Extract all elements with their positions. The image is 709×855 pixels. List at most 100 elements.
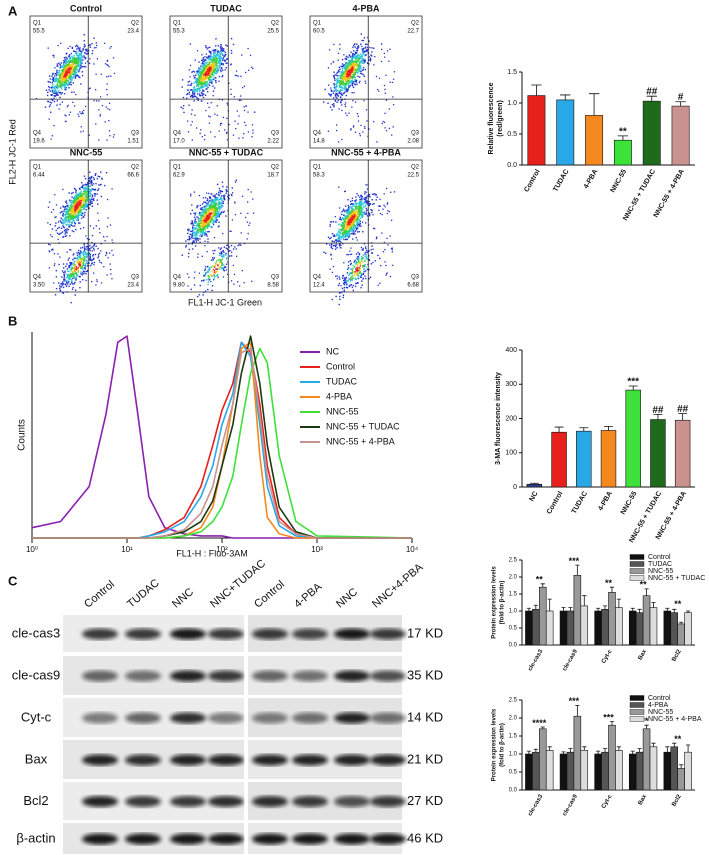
dot bbox=[75, 195, 77, 197]
dot bbox=[86, 48, 88, 51]
dot bbox=[94, 195, 96, 197]
dot bbox=[206, 84, 209, 86]
dot bbox=[76, 205, 79, 208]
dot bbox=[351, 81, 353, 83]
dot bbox=[360, 246, 363, 249]
dot bbox=[215, 268, 218, 270]
dot bbox=[341, 68, 344, 70]
dot bbox=[346, 254, 348, 256]
dot bbox=[83, 109, 85, 112]
dot bbox=[345, 80, 347, 82]
dot bbox=[220, 49, 222, 52]
dot bbox=[206, 216, 209, 219]
dot bbox=[90, 188, 92, 190]
dot bbox=[77, 200, 79, 203]
dot bbox=[247, 131, 250, 133]
dot bbox=[53, 54, 55, 57]
dot bbox=[63, 274, 65, 276]
dot bbox=[341, 73, 344, 75]
dot bbox=[79, 192, 81, 194]
dot bbox=[192, 222, 194, 225]
dot bbox=[60, 42, 62, 45]
dot bbox=[207, 198, 209, 200]
dot bbox=[83, 203, 85, 205]
dot bbox=[358, 58, 360, 61]
dot bbox=[203, 138, 206, 141]
dot bbox=[358, 208, 360, 210]
dot bbox=[327, 130, 330, 132]
dot bbox=[85, 198, 87, 201]
dot bbox=[350, 80, 352, 82]
dot bbox=[66, 205, 68, 207]
dot bbox=[193, 82, 195, 84]
dot bbox=[94, 89, 97, 91]
dot bbox=[329, 94, 331, 96]
dot bbox=[238, 137, 240, 139]
dot bbox=[200, 77, 202, 79]
dot bbox=[70, 201, 73, 204]
dot bbox=[86, 265, 89, 267]
dot bbox=[181, 254, 184, 256]
dot bbox=[64, 272, 66, 274]
dot bbox=[71, 204, 73, 207]
dot bbox=[350, 200, 352, 203]
dot bbox=[191, 91, 194, 93]
dot bbox=[49, 104, 52, 106]
dot bbox=[58, 75, 61, 78]
dot bbox=[199, 72, 202, 74]
dot bbox=[72, 275, 75, 278]
dot bbox=[221, 263, 223, 265]
dot bbox=[352, 82, 354, 85]
dot bbox=[348, 70, 350, 73]
dot bbox=[203, 82, 205, 84]
dot bbox=[356, 217, 358, 219]
dot bbox=[81, 182, 83, 184]
dot bbox=[221, 76, 223, 78]
dot bbox=[392, 264, 394, 267]
dot bbox=[71, 200, 74, 202]
dot bbox=[214, 214, 217, 216]
dot bbox=[70, 262, 72, 264]
dot bbox=[379, 205, 381, 207]
dot bbox=[337, 77, 339, 80]
dot bbox=[197, 218, 199, 220]
dot bbox=[216, 57, 219, 60]
dot bbox=[202, 216, 204, 219]
dot bbox=[62, 188, 64, 191]
dot bbox=[224, 69, 226, 71]
dot bbox=[213, 278, 215, 280]
dot bbox=[212, 220, 214, 223]
dot bbox=[78, 193, 80, 196]
dot bbox=[332, 221, 335, 223]
dot bbox=[215, 219, 218, 221]
dot bbox=[84, 56, 87, 59]
dot bbox=[351, 77, 353, 79]
dot bbox=[93, 199, 95, 201]
dot bbox=[193, 241, 195, 244]
dot bbox=[81, 268, 84, 270]
dot bbox=[352, 53, 355, 55]
dot bbox=[84, 192, 87, 194]
dot bbox=[211, 200, 214, 203]
dot bbox=[351, 83, 353, 85]
dot bbox=[79, 255, 81, 258]
dot bbox=[77, 194, 79, 197]
dot bbox=[338, 74, 341, 77]
dot bbox=[81, 259, 83, 262]
dot bbox=[193, 75, 195, 77]
dot bbox=[72, 270, 74, 273]
dot bbox=[68, 257, 70, 259]
dot bbox=[200, 70, 202, 72]
dot bbox=[107, 257, 109, 259]
dot bbox=[100, 262, 103, 264]
dot bbox=[197, 221, 200, 223]
dot bbox=[212, 206, 214, 209]
dot bbox=[221, 262, 224, 264]
dot bbox=[85, 262, 88, 264]
dot bbox=[361, 58, 363, 60]
dot bbox=[95, 42, 98, 44]
dot bbox=[70, 249, 72, 251]
dot bbox=[201, 79, 203, 81]
dot bbox=[58, 285, 61, 287]
dot bbox=[69, 274, 71, 276]
